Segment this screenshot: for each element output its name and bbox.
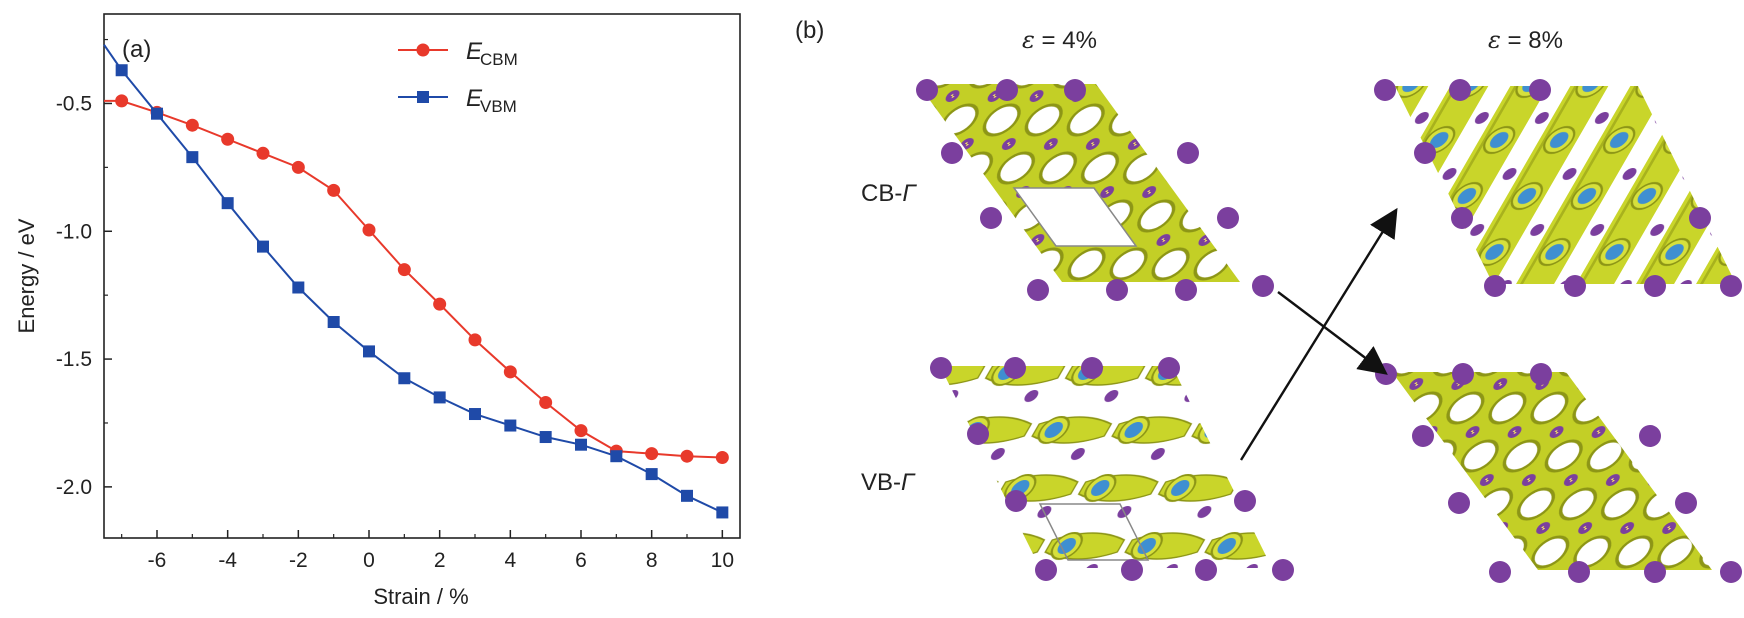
data-point-vbm	[186, 151, 199, 164]
vb-8pct-isosurface	[1392, 372, 1712, 570]
cb-8pct-edge-atoms	[1374, 79, 1742, 297]
y-tick-label: -2.0	[56, 476, 92, 499]
data-point-cbm	[645, 447, 659, 461]
col-title-8pct-value: = 8%	[1501, 27, 1563, 54]
y-tick-label: -1.0	[56, 220, 92, 243]
x-tick-label: 8	[646, 549, 658, 572]
cb-4pct-isosurface	[918, 84, 1240, 282]
cb-4pct-cell-outline	[1012, 187, 1138, 247]
data-point-vbm	[539, 431, 552, 444]
col-title-4pct: ε = 4%	[1022, 26, 1097, 54]
y-axis-label: Energy / eV	[14, 218, 39, 333]
data-point-cbm	[680, 449, 694, 463]
x-tick-label: 10	[711, 549, 734, 572]
arrow-cb4-to-vb8	[1277, 291, 1388, 375]
x-tick-label: -4	[218, 549, 237, 572]
data-point-vbm	[151, 107, 163, 120]
cb-4pct-edge-atoms	[916, 79, 1274, 301]
data-point-cbm	[185, 118, 199, 132]
row-label-vb: VB-Γ	[861, 469, 916, 496]
data-point-cbm	[433, 297, 447, 311]
chart-a: -6 -4 -2 0 2 4 6 8 10 -0.5 -1.0 -1.5 -2.0 (a) E CBM…	[14, 13, 741, 609]
data-point-cbm	[715, 450, 729, 464]
arrow-vb4-to-cb8	[1239, 207, 1398, 461]
data-point-vbm	[433, 391, 446, 404]
data-point-cbm	[468, 333, 482, 347]
x-tick-label: -6	[148, 549, 167, 572]
series-layer	[103, 44, 729, 519]
legend-marker-vbm	[417, 91, 429, 103]
data-point-cbm	[221, 132, 235, 146]
data-point-cbm	[291, 160, 305, 174]
data-point-cbm	[539, 396, 553, 410]
vb-4pct-cell-outline	[1038, 503, 1150, 561]
epsilon-symbol: ε	[1022, 26, 1035, 54]
legend-label-vbm-sub: VBM	[480, 97, 517, 116]
data-point-vbm	[363, 345, 375, 358]
vb-4pct-isosurface	[940, 366, 1272, 568]
data-point-vbm	[681, 489, 693, 502]
data-point-cbm	[327, 183, 341, 197]
data-point-vbm	[610, 450, 623, 463]
col-title-4pct-value: = 4%	[1035, 27, 1097, 54]
legend: E CBM E VBM	[398, 38, 518, 116]
data-point-cbm	[362, 223, 376, 237]
legend-label-cbm-sub: CBM	[480, 50, 518, 69]
data-point-cbm	[503, 365, 517, 379]
data-point-cbm	[115, 94, 129, 108]
y-tick-label: -0.5	[56, 92, 92, 115]
data-point-vbm	[645, 468, 658, 481]
cb-8pct-isosurface	[1395, 86, 1736, 284]
data-point-cbm	[256, 146, 270, 160]
x-tick-label: 0	[363, 549, 375, 572]
x-tick-label: -2	[289, 549, 308, 572]
legend-marker-cbm	[416, 43, 430, 57]
data-point-vbm	[221, 197, 234, 210]
data-point-vbm	[327, 316, 340, 329]
legend-label-cbm-main: E	[466, 38, 483, 65]
data-point-vbm	[115, 64, 128, 77]
data-point-vbm	[257, 240, 269, 253]
y-ticks: -0.5 -1.0 -1.5 -2.0	[56, 38, 112, 499]
legend-label-vbm-main: E	[466, 85, 483, 112]
data-point-vbm	[504, 419, 517, 432]
data-point-vbm	[716, 506, 729, 519]
data-point-cbm	[574, 424, 588, 438]
y-tick-label: -1.5	[56, 348, 92, 371]
data-point-cbm	[397, 263, 411, 277]
col-title-8pct: ε = 8%	[1488, 26, 1563, 54]
x-tick-label: 6	[575, 549, 587, 572]
data-point-vbm	[469, 408, 481, 421]
vb-4pct-edge-atoms	[930, 357, 1294, 581]
data-point-vbm	[575, 438, 587, 451]
epsilon-symbol: ε	[1488, 26, 1501, 54]
x-ticks: -6 -4 -2 0 2 4 6 8 10	[121, 530, 734, 572]
row-label-cb: CB-Γ	[861, 180, 917, 207]
chart-b: (b) ε = 4% ε = 8% CB-Γ VB-Γ	[795, 17, 1742, 583]
gamma-symbol: Γ	[901, 469, 916, 496]
gamma-symbol: Γ	[902, 180, 917, 207]
x-tick-label: 4	[504, 549, 516, 572]
x-tick-label: 2	[434, 549, 446, 572]
data-point-vbm	[292, 281, 305, 294]
panel-label-b: (b)	[795, 17, 824, 44]
data-point-vbm	[398, 372, 411, 385]
x-axis-label: Strain / %	[373, 584, 468, 609]
panel-label-a: (a)	[122, 36, 151, 63]
